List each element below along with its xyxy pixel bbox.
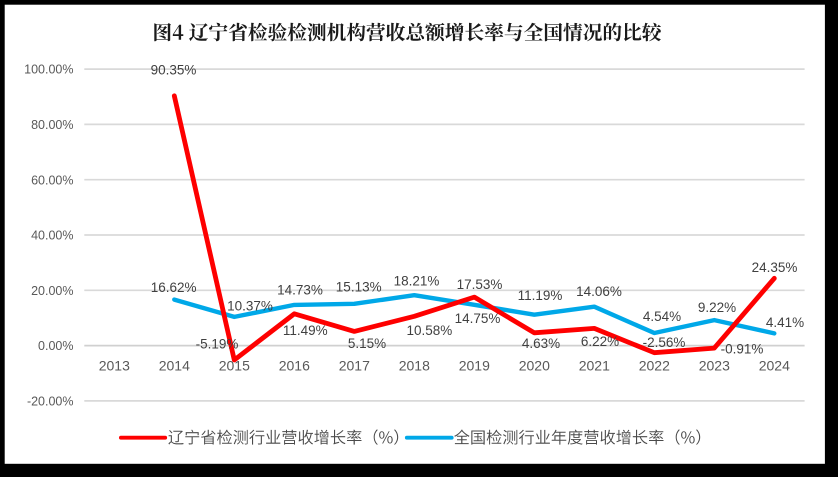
svg-text:80.00%: 80.00% — [31, 118, 73, 132]
svg-text:2021: 2021 — [579, 358, 610, 374]
svg-text:-20.00%: -20.00% — [27, 395, 74, 409]
svg-text:14.06%: 14.06% — [576, 284, 622, 299]
svg-text:2014: 2014 — [159, 358, 190, 374]
svg-text:11.19%: 11.19% — [518, 288, 563, 303]
svg-text:17.53%: 17.53% — [457, 277, 503, 292]
svg-text:2016: 2016 — [279, 358, 310, 374]
svg-text:4.63%: 4.63% — [522, 336, 560, 351]
svg-text:90.35%: 90.35% — [151, 63, 197, 78]
svg-text:14.75%: 14.75% — [455, 311, 501, 326]
svg-text:2023: 2023 — [699, 358, 730, 374]
svg-text:2013: 2013 — [99, 358, 130, 374]
svg-text:9.22%: 9.22% — [698, 300, 736, 315]
svg-text:100.00%: 100.00% — [24, 63, 73, 77]
svg-text:2024: 2024 — [759, 358, 790, 374]
svg-text:2019: 2019 — [459, 358, 490, 374]
svg-text:18.21%: 18.21% — [394, 273, 440, 288]
svg-text:24.35%: 24.35% — [752, 260, 798, 275]
svg-text:-0.91%: -0.91% — [721, 341, 764, 356]
svg-text:10.37%: 10.37% — [227, 299, 273, 314]
svg-text:14.73%: 14.73% — [277, 283, 323, 298]
svg-text:5.15%: 5.15% — [348, 336, 386, 351]
svg-text:2017: 2017 — [339, 358, 370, 374]
svg-text:11.49%: 11.49% — [283, 323, 328, 338]
svg-text:2015: 2015 — [219, 358, 250, 374]
svg-text:2020: 2020 — [519, 358, 550, 374]
svg-text:40.00%: 40.00% — [31, 229, 73, 243]
svg-text:10.58%: 10.58% — [407, 323, 453, 338]
svg-text:4.41%: 4.41% — [766, 315, 804, 330]
svg-text:0.00%: 0.00% — [38, 339, 73, 353]
svg-text:15.13%: 15.13% — [336, 279, 382, 294]
svg-text:2022: 2022 — [639, 358, 670, 374]
svg-text:20.00%: 20.00% — [31, 284, 73, 298]
svg-text:2018: 2018 — [399, 358, 430, 374]
svg-text:60.00%: 60.00% — [31, 173, 73, 187]
svg-text:-2.56%: -2.56% — [643, 335, 686, 350]
svg-text:16.62%: 16.62% — [151, 280, 197, 295]
svg-text:4.54%: 4.54% — [643, 309, 681, 324]
svg-text:-5.19%: -5.19% — [196, 337, 239, 352]
svg-text:6.22%: 6.22% — [581, 334, 619, 349]
